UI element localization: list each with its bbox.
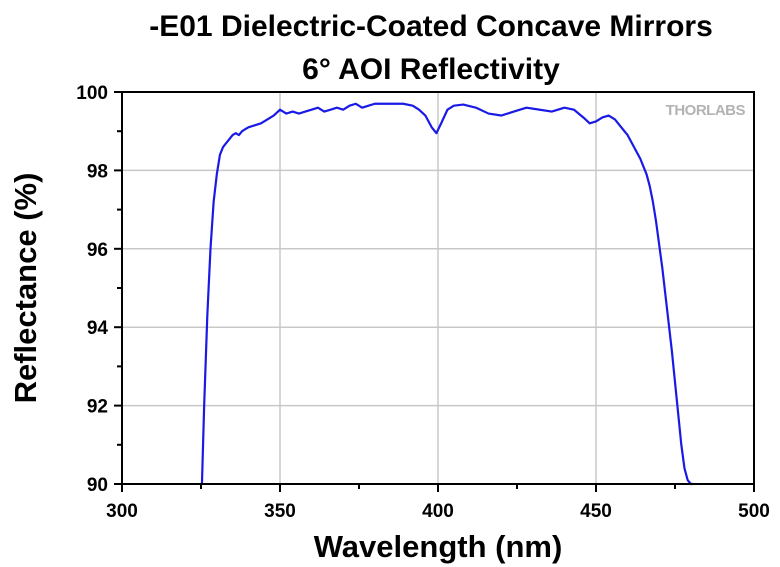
y-tick-label: 94 [87,318,109,339]
chart-title: -E01 Dielectric-Coated Concave Mirrors [149,10,713,43]
x-tick-label: 400 [422,501,454,522]
logo-text: THORLABS [666,102,746,119]
x-tick-label: 350 [264,501,296,522]
x-axis-label: Wavelength (nm) [314,529,563,564]
thorlabs-logo: THORLABS [666,102,746,119]
plot-frame [121,91,755,485]
x-tick-labels: 300 350 400 450 500 [106,501,770,522]
chart-subtitle: 6° AOI Reflectivity [302,53,560,86]
x-tick-label: 500 [738,501,770,522]
y-tick-labels: 90 92 94 96 98 100 [76,83,108,496]
y-tick-label: 98 [87,161,108,182]
y-tick-label: 96 [87,240,108,261]
x-tick-label: 300 [106,501,138,522]
y-tick-label: 90 [87,475,108,496]
series-group [200,102,694,486]
x-tick-label: 450 [580,501,612,522]
y-tick-label: 100 [76,83,108,104]
axis-ticks [114,91,755,492]
y-axis-label: Reflectance (%) [8,173,43,404]
grid-lines [122,92,754,484]
y-tick-label: 92 [87,397,108,418]
series-line-0 [200,102,694,486]
